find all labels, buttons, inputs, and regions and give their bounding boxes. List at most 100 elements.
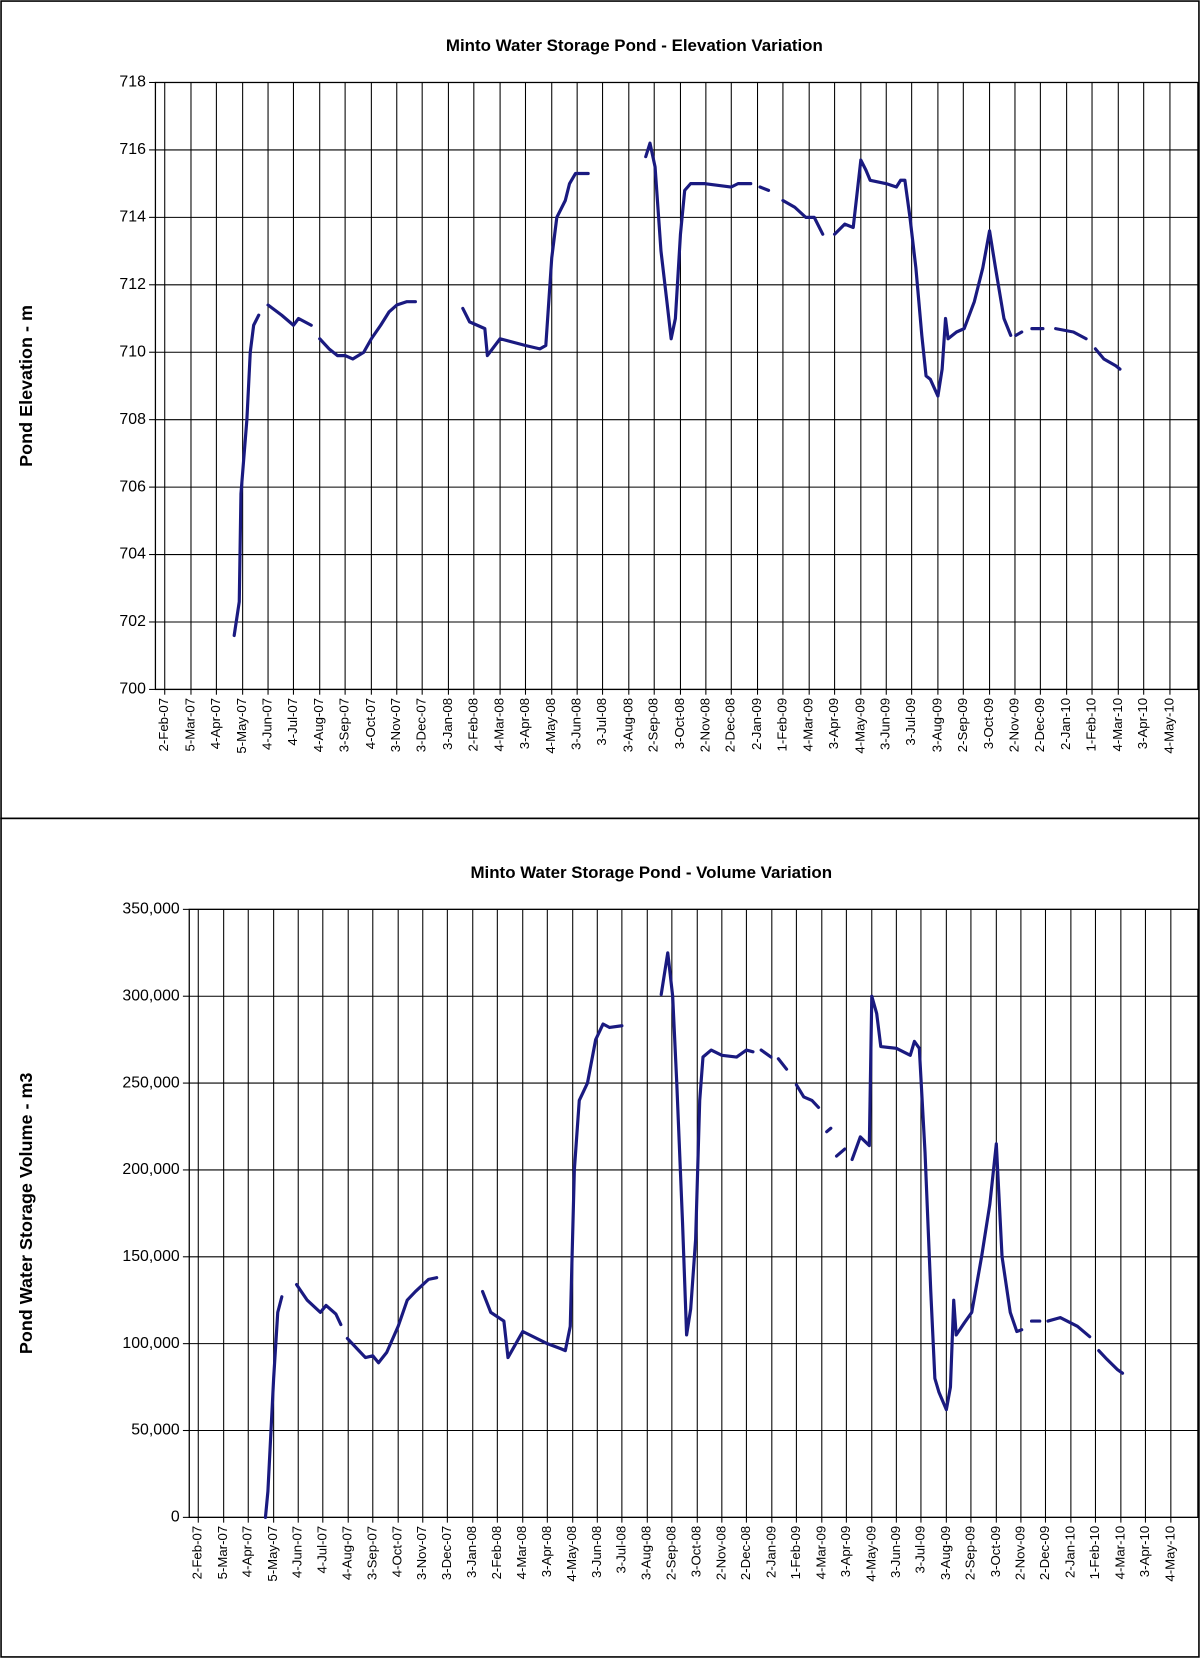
- y-tick-label: 50,000: [131, 1422, 180, 1439]
- x-tick-label: 4-Mar-10: [1110, 698, 1125, 752]
- x-tick-label: 5-Mar-07: [182, 698, 197, 752]
- y-tick-label: 712: [119, 276, 146, 293]
- y-axis-title: Pond Water Storage Volume - m3: [16, 1073, 36, 1355]
- x-tick-label: 3-Apr-10: [1135, 698, 1150, 749]
- x-tick-label: 3-Oct-08: [672, 698, 687, 749]
- x-tick-label: 2-Dec-09: [1032, 698, 1047, 752]
- x-tick-label: 4-Mar-08: [492, 698, 507, 752]
- x-tick-label: 2-Dec-09: [1037, 1526, 1052, 1580]
- x-tick-label: 3-Apr-08: [539, 1526, 554, 1577]
- y-tick-label: 150,000: [122, 1248, 180, 1265]
- x-tick-label: 4-Mar-09: [801, 698, 816, 752]
- y-tick-label: 714: [119, 209, 146, 226]
- x-tick-label: 3-Jul-08: [613, 1526, 628, 1574]
- x-tick-label: 4-Oct-07: [390, 1526, 405, 1577]
- x-tick-label: 3-Dec-07: [439, 1526, 454, 1580]
- x-tick-label: 4-Jun-07: [290, 1526, 305, 1578]
- x-tick-label: 3-Aug-09: [938, 1526, 953, 1580]
- x-tick-label: 2-Dec-08: [723, 698, 738, 752]
- x-tick-label: 2-Feb-07: [190, 1526, 205, 1580]
- y-tick-label: 706: [119, 478, 146, 495]
- y-tick-label: 100,000: [122, 1335, 180, 1352]
- x-tick-label: 4-Apr-07: [240, 1526, 255, 1577]
- x-tick-label: 2-Jan-10: [1058, 698, 1073, 750]
- data-line: [232, 141, 1122, 638]
- x-tick-label: 4-Oct-07: [363, 698, 378, 749]
- y-tick-label: 300,000: [122, 987, 180, 1004]
- x-tick-label: 3-Jul-09: [903, 698, 918, 746]
- x-tick-label: 4-Mar-09: [813, 1526, 828, 1580]
- x-tick-label: 4-May-09: [852, 698, 867, 754]
- x-tick-label: 2-Feb-07: [156, 698, 171, 752]
- x-tick-label: 4-May-09: [863, 1526, 878, 1582]
- x-tick-label: 3-Aug-08: [620, 698, 635, 752]
- x-tick-label: 2-Sep-08: [646, 698, 661, 752]
- y-tick-label: 718: [119, 74, 146, 91]
- x-tick-label: 3-Aug-09: [929, 698, 944, 752]
- x-tick-label: 5-Mar-07: [215, 1526, 230, 1580]
- x-tick-label: 3-Jun-08: [589, 1526, 604, 1578]
- y-tick-label: 708: [119, 411, 146, 428]
- x-tick-label: 3-Jul-08: [594, 698, 609, 746]
- y-tick-label: 200,000: [122, 1161, 180, 1178]
- x-tick-label: 2-Jan-10: [1062, 1526, 1077, 1578]
- plot-area: [155, 82, 1198, 690]
- y-tick-label: 350,000: [122, 901, 180, 918]
- y-tick-label: 710: [119, 343, 146, 360]
- chart-title: Minto Water Storage Pond - Volume Variat…: [470, 863, 832, 882]
- x-tick-label: 2-Sep-09: [955, 698, 970, 752]
- data-line: [263, 951, 1125, 1519]
- x-tick-label: 2-Dec-08: [738, 1526, 753, 1580]
- y-tick-label: 250,000: [122, 1074, 180, 1091]
- x-tick-label: 1-Feb-09: [788, 1526, 803, 1580]
- x-tick-label: 3-Apr-09: [826, 698, 841, 749]
- x-tick-label: 1-Feb-10: [1084, 698, 1099, 752]
- chart-title: Minto Water Storage Pond - Elevation Var…: [446, 36, 823, 55]
- x-tick-label: 2-Nov-09: [1012, 1526, 1027, 1580]
- x-tick-label: 4-Aug-07: [340, 1526, 355, 1580]
- x-tick-label: 4-Aug-07: [311, 698, 326, 752]
- y-tick-label: 0: [171, 1509, 180, 1526]
- x-tick-label: 3-Nov-07: [414, 1526, 429, 1580]
- x-tick-label: 2-Sep-09: [962, 1526, 977, 1580]
- x-tick-label: 3-Dec-07: [414, 698, 429, 752]
- x-tick-label: 3-Jan-08: [440, 698, 455, 750]
- x-tick-label: 4-May-08: [543, 698, 558, 754]
- y-tick-label: 702: [119, 613, 146, 630]
- x-tick-label: 3-Jun-09: [878, 698, 893, 750]
- x-tick-label: 3-Oct-09: [981, 698, 996, 749]
- x-tick-label: 2-Nov-08: [697, 698, 712, 752]
- x-tick-label: 2-Nov-09: [1006, 698, 1021, 752]
- y-tick-label: 700: [119, 681, 146, 698]
- plot-border: [154, 81, 1199, 691]
- x-tick-label: 4-May-10: [1161, 698, 1176, 754]
- y-axis-title: Pond Elevation - m: [16, 305, 36, 467]
- x-tick-label: 5-May-07: [265, 1526, 280, 1582]
- x-tick-label: 3-Apr-08: [517, 698, 532, 749]
- x-tick-label: 5-May-07: [234, 698, 249, 754]
- x-tick-label: 4-Mar-10: [1112, 1526, 1127, 1580]
- y-tick-label: 704: [119, 546, 146, 563]
- x-tick-label: 3-Sep-07: [337, 698, 352, 752]
- x-tick-label: 1-Feb-09: [774, 698, 789, 752]
- x-tick-label: 2-Jan-09: [763, 1526, 778, 1578]
- plot-border: [188, 908, 1199, 1519]
- x-tick-label: 2-Feb-08: [489, 1526, 504, 1580]
- x-tick-label: 3-Jun-09: [888, 1526, 903, 1578]
- x-tick-label: 3-Oct-09: [988, 1526, 1003, 1577]
- x-tick-label: 3-Apr-09: [838, 1526, 853, 1577]
- x-tick-label: 2-Jan-09: [749, 698, 764, 750]
- plot-area: [189, 909, 1198, 1518]
- x-tick-label: 4-Jul-07: [285, 698, 300, 746]
- x-tick-label: 3-Jul-09: [912, 1526, 927, 1574]
- x-tick-label: 1-Feb-10: [1087, 1526, 1102, 1580]
- x-tick-label: 4-May-10: [1162, 1526, 1177, 1582]
- x-tick-label: 3-Apr-10: [1137, 1526, 1152, 1577]
- x-tick-label: 2-Sep-08: [663, 1526, 678, 1580]
- x-tick-label: 3-Sep-07: [364, 1526, 379, 1580]
- x-tick-label: 3-Jan-08: [464, 1526, 479, 1578]
- x-tick-label: 4-Mar-08: [514, 1526, 529, 1580]
- x-tick-label: 2-Feb-08: [465, 698, 480, 752]
